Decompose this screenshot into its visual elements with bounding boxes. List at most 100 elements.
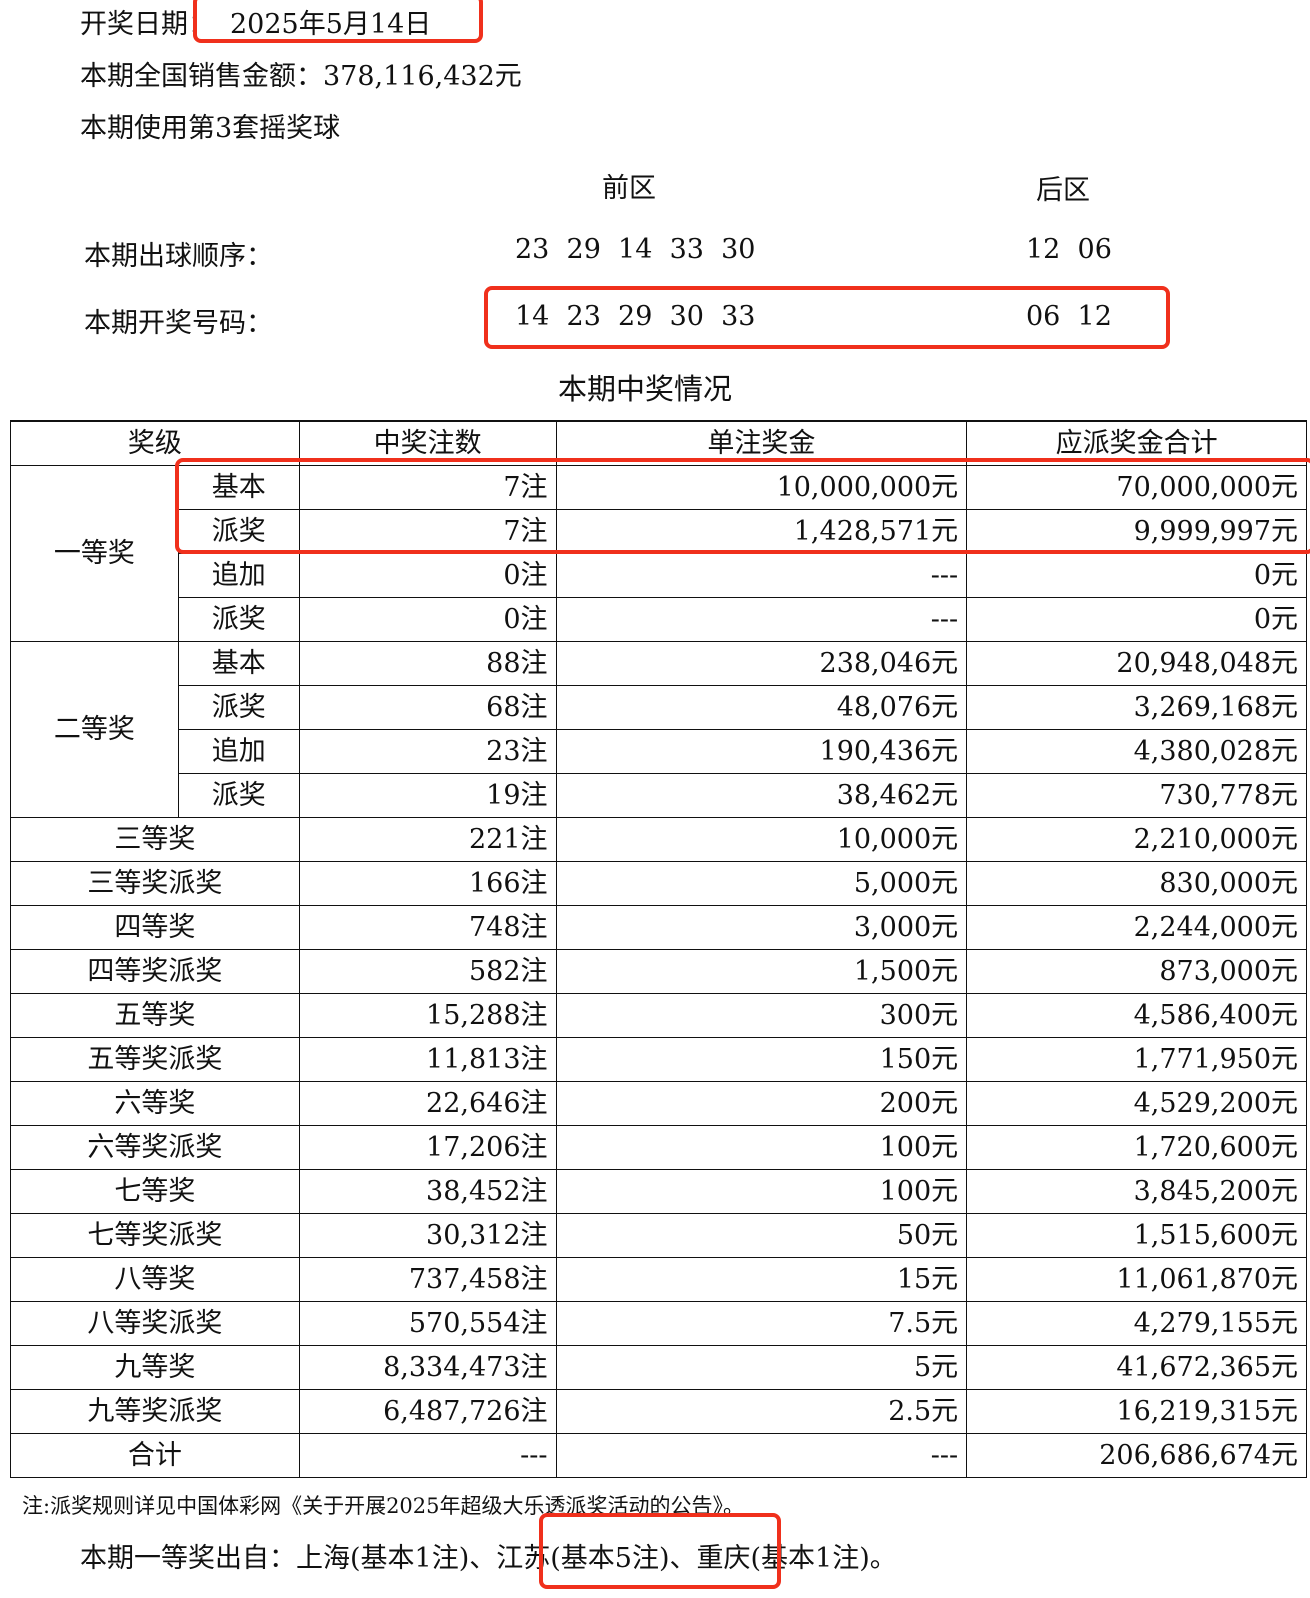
- draw-date-value: 2025年5月14日: [230, 9, 432, 40]
- winner-count: 30,312注: [298, 1213, 557, 1258]
- winner-count: 68注: [298, 685, 557, 730]
- prize-level: 八等奖: [10, 1257, 300, 1302]
- total-prize: 206,686,674元: [966, 1433, 1307, 1478]
- prize-sublevel: 派奖: [177, 685, 300, 730]
- table-row: 派奖 19注 38,462元 730,778元: [11, 773, 1307, 818]
- table-row: 六等奖 22,646注 200元 4,529,200元: [10, 1081, 1307, 1126]
- total-prize: 830,000元: [966, 861, 1307, 906]
- table-row: 一等奖 基本 7注 10,000,000元 70,000,000元: [10, 465, 1307, 642]
- table-row: 三等奖 221注 10,000元 2,210,000元: [10, 817, 1307, 862]
- winner-count: 0注: [298, 597, 557, 642]
- prize-sublevel: 基本: [177, 641, 300, 686]
- total-prize: 873,000元: [966, 949, 1307, 994]
- unit-prize: 48,076元: [555, 685, 968, 730]
- winner-count: 15,288注: [298, 993, 557, 1038]
- table-row: 八等奖 737,458注 15元 11,061,870元: [10, 1257, 1307, 1302]
- highlight-first-prize-box: [175, 458, 1310, 554]
- winning-numbers-front: 14 23 29 30 33: [515, 301, 756, 332]
- winning-numbers-label: 本期开奖号码：: [84, 308, 273, 339]
- prize-sublevel: 派奖: [177, 509, 300, 554]
- draw-order-label: 本期出球顺序：: [84, 241, 273, 272]
- winner-count: 221注: [298, 817, 557, 862]
- winner-count: 19注: [298, 773, 557, 818]
- prize-level: 九等奖: [10, 1345, 300, 1390]
- winner-count: 737,458注: [298, 1257, 557, 1302]
- sales-amount: 本期全国销售金额：378,116,432元: [80, 61, 522, 92]
- table-row: 派奖 0注 --- 0元: [11, 597, 1307, 642]
- prize-sublevel: 基本: [177, 465, 300, 510]
- winner-count: 7注: [298, 465, 557, 510]
- winner-count: 7注: [298, 509, 557, 554]
- ball-set: 本期使用第3套摇奖球: [80, 113, 341, 144]
- total-prize: 730,778元: [966, 773, 1307, 818]
- unit-prize: 238,046元: [555, 641, 968, 686]
- section-title: 本期中奖情况: [558, 372, 733, 406]
- highlight-jiangsu-box: [539, 1513, 781, 1589]
- table-row: 五等奖 15,288注 300元 4,586,400元: [10, 993, 1307, 1038]
- winner-count: 748注: [298, 905, 557, 950]
- unit-prize: 2.5元: [555, 1389, 968, 1434]
- prize-level: 三等奖派奖: [10, 861, 300, 906]
- table-row: 七等奖派奖 30,312注 50元 1,515,600元: [10, 1213, 1307, 1258]
- total-prize: 3,269,168元: [966, 685, 1307, 730]
- prize-level: 五等奖派奖: [10, 1037, 300, 1082]
- winner-count: 166注: [298, 861, 557, 906]
- table-row: 九等奖派奖 6,487,726注 2.5元 16,219,315元: [10, 1389, 1307, 1434]
- prize-level: 七等奖: [10, 1169, 300, 1214]
- table-row: 七等奖 38,452注 100元 3,845,200元: [10, 1169, 1307, 1214]
- prize-level: 八等奖派奖: [10, 1301, 300, 1346]
- total-prize: 70,000,000元: [966, 465, 1307, 510]
- prize-level: 六等奖派奖: [10, 1125, 300, 1170]
- table-row: 九等奖 8,334,473注 5元 41,672,365元: [10, 1345, 1307, 1390]
- winner-count: 6,487,726注: [298, 1389, 557, 1434]
- total-prize: 20,948,048元: [966, 641, 1307, 686]
- unit-prize: 5元: [555, 1345, 968, 1390]
- prize-sublevel: 派奖: [177, 773, 300, 818]
- prize-level: 四等奖: [10, 905, 300, 950]
- unit-prize: ---: [555, 553, 968, 598]
- unit-prize: 200元: [555, 1081, 968, 1126]
- total-prize: 1,771,950元: [966, 1037, 1307, 1082]
- table-row: 八等奖派奖 570,554注 7.5元 4,279,155元: [10, 1301, 1307, 1346]
- prize-sublevel: 派奖: [177, 597, 300, 642]
- highlight-date-box: [193, 0, 483, 43]
- total-prize: 11,061,870元: [966, 1257, 1307, 1302]
- unit-prize: 15元: [555, 1257, 968, 1302]
- winner-count: 11,813注: [298, 1037, 557, 1082]
- winner-count: ---: [298, 1433, 557, 1478]
- first-prize-origin: 本期一等奖出自：上海(基本1注)、江苏(基本5注)、重庆(基本1注)。: [80, 1543, 897, 1574]
- winner-count: 23注: [298, 729, 557, 774]
- unit-prize: 5,000元: [555, 861, 968, 906]
- unit-prize: 300元: [555, 993, 968, 1038]
- unit-prize: 100元: [555, 1169, 968, 1214]
- table-row: 五等奖派奖 11,813注 150元 1,771,950元: [10, 1037, 1307, 1082]
- unit-prize: 38,462元: [555, 773, 968, 818]
- winner-count: 17,206注: [298, 1125, 557, 1170]
- table-row: 追加 23注 190,436元 4,380,028元: [11, 729, 1307, 774]
- draw-date-label: 开奖日期：: [80, 9, 215, 40]
- winner-count: 88注: [298, 641, 557, 686]
- table-row: 追加 0注 --- 0元: [11, 553, 1307, 598]
- prize-level: 七等奖派奖: [10, 1213, 300, 1258]
- total-prize: 4,279,155元: [966, 1301, 1307, 1346]
- table-row: 二等奖 基本 88注 238,046元 20,948,048元: [10, 641, 1307, 818]
- total-prize: 3,845,200元: [966, 1169, 1307, 1214]
- prize-level: 二等奖: [10, 641, 179, 818]
- unit-prize: 50元: [555, 1213, 968, 1258]
- table-row: 四等奖 748注 3,000元 2,244,000元: [10, 905, 1307, 950]
- total-prize: 0元: [966, 597, 1307, 642]
- back-zone-header: 后区: [1036, 175, 1090, 206]
- unit-prize: 10,000,000元: [555, 465, 968, 510]
- winner-count: 0注: [298, 553, 557, 598]
- total-prize: 1,720,600元: [966, 1125, 1307, 1170]
- unit-prize: 1,500元: [555, 949, 968, 994]
- winner-count: 8,334,473注: [298, 1345, 557, 1390]
- table-row: 三等奖派奖 166注 5,000元 830,000元: [10, 861, 1307, 906]
- prize-level: 三等奖: [10, 817, 300, 862]
- total-prize: 2,244,000元: [966, 905, 1307, 950]
- unit-prize: 150元: [555, 1037, 968, 1082]
- unit-prize: 10,000元: [555, 817, 968, 862]
- unit-prize: 3,000元: [555, 905, 968, 950]
- total-prize: 16,219,315元: [966, 1389, 1307, 1434]
- total-prize: 2,210,000元: [966, 817, 1307, 862]
